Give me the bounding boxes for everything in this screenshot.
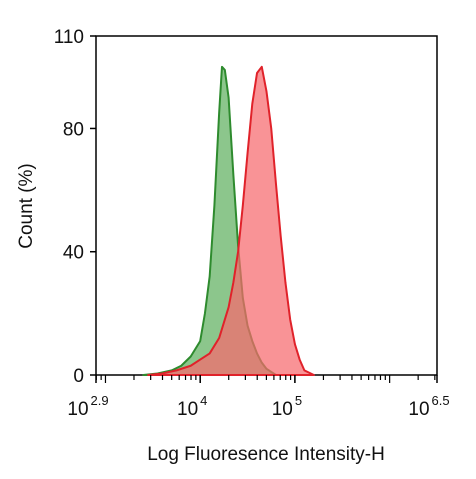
- y-tick-label: 0: [73, 366, 84, 387]
- series-layer: [142, 65, 315, 376]
- series-area-2: [147, 65, 315, 376]
- x-tick-label: 10 4: [177, 393, 207, 420]
- tick-layer: 0 40 80 110 10 2.9 10 4 10 5 10 6.5: [54, 27, 450, 420]
- y-tick-label: 110: [54, 27, 84, 48]
- y-axis-title: Count (%): [16, 163, 37, 249]
- x-tick-label: 10 2.9: [67, 393, 108, 420]
- x-tick-label: 10 6.5: [408, 393, 449, 420]
- y-tick-label: 80: [63, 119, 84, 140]
- x-axis-title: Log Fluoresence Intensity-H: [147, 444, 385, 465]
- x-tick-label: 10 5: [272, 393, 302, 420]
- y-tick-label: 40: [63, 243, 84, 264]
